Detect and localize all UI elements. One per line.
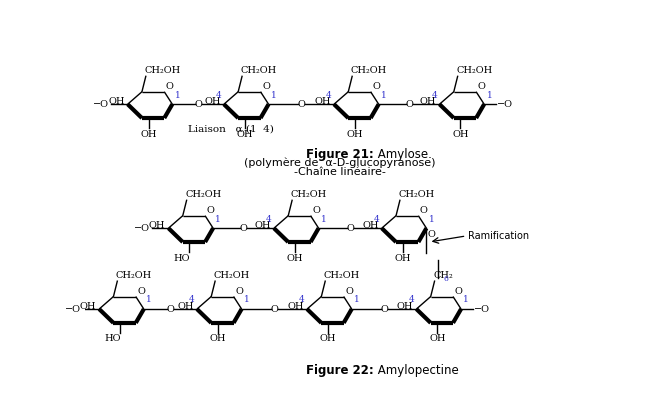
Text: O: O [166, 305, 174, 314]
Text: CH₂OH: CH₂OH [290, 190, 327, 199]
Text: OH: OH [397, 302, 413, 311]
Text: −O: −O [497, 100, 513, 109]
Text: 4: 4 [266, 214, 272, 224]
Text: 1: 1 [215, 214, 221, 224]
Text: CH₂OH: CH₂OH [398, 190, 435, 199]
Text: CH₂OH: CH₂OH [351, 66, 387, 75]
Text: CH₂OH: CH₂OH [241, 66, 276, 75]
Text: 1: 1 [381, 91, 387, 99]
Text: 1: 1 [321, 214, 327, 224]
Text: Ramification: Ramification [468, 231, 529, 241]
Text: OH: OH [80, 302, 96, 311]
Text: Figure 22:: Figure 22: [306, 364, 374, 377]
Text: CH₂: CH₂ [433, 270, 453, 280]
Text: −O: −O [93, 100, 109, 109]
Text: 1: 1 [271, 91, 276, 99]
Text: O: O [239, 224, 247, 233]
Text: O: O [345, 287, 353, 296]
Text: CH₂OH: CH₂OH [213, 270, 250, 280]
Text: O: O [372, 82, 380, 91]
Text: 4: 4 [374, 214, 379, 224]
Text: -Chaîne linéaire-: -Chaîne linéaire- [294, 167, 386, 177]
Text: 1: 1 [429, 214, 434, 224]
Text: O: O [312, 206, 320, 215]
Text: CH₂OH: CH₂OH [116, 270, 152, 280]
Text: O: O [420, 206, 428, 215]
Text: O: O [235, 287, 243, 296]
Text: OH: OH [149, 222, 165, 230]
Text: OH: OH [141, 130, 157, 139]
Text: 1: 1 [146, 296, 152, 304]
Text: Liaison   α (1  4): Liaison α (1 4) [188, 124, 274, 133]
Text: OH: OH [362, 222, 379, 230]
Text: 1: 1 [463, 296, 469, 304]
Text: OH: OH [178, 302, 194, 311]
Text: 1: 1 [487, 91, 492, 99]
Text: O: O [477, 82, 485, 91]
Text: −O: −O [134, 224, 150, 233]
Text: O: O [194, 100, 202, 109]
Text: 4: 4 [189, 296, 195, 304]
Text: Amylose.: Amylose. [374, 148, 432, 161]
Text: O: O [455, 287, 462, 296]
Text: OH: OH [237, 130, 253, 139]
Text: CH₂OH: CH₂OH [456, 66, 493, 75]
Text: O: O [297, 100, 305, 109]
Text: OH: OH [347, 130, 363, 139]
Text: HO: HO [174, 254, 190, 263]
Text: OH: OH [204, 97, 221, 107]
Text: OH: OH [210, 334, 226, 344]
Text: OH: OH [108, 97, 125, 107]
Text: Figure 21:: Figure 21: [306, 148, 374, 161]
Text: Amylopectine: Amylopectine [374, 364, 459, 377]
Text: O: O [271, 305, 278, 314]
Text: OH: OH [420, 97, 436, 107]
Text: OH: OH [452, 130, 469, 139]
Text: OH: OH [314, 97, 331, 107]
Text: 4: 4 [216, 91, 221, 99]
Text: OH: OH [286, 254, 303, 263]
Text: O: O [137, 287, 145, 296]
Text: O: O [166, 82, 174, 91]
Text: O: O [207, 206, 215, 215]
Text: CH₂OH: CH₂OH [185, 190, 221, 199]
Text: O: O [428, 230, 436, 239]
Text: CH₂OH: CH₂OH [145, 66, 180, 75]
Text: 6: 6 [444, 275, 449, 283]
Text: −O: −O [65, 305, 81, 314]
Text: 1: 1 [354, 296, 360, 304]
Text: 1: 1 [174, 91, 180, 99]
Text: HO: HO [104, 334, 121, 344]
Text: 4: 4 [408, 296, 414, 304]
Text: (polymère de  α-D-glucopyranose): (polymère de α-D-glucopyranose) [245, 158, 436, 168]
Text: −O: −O [474, 305, 490, 314]
Text: OH: OH [288, 302, 304, 311]
Text: O: O [380, 305, 388, 314]
Text: O: O [262, 82, 270, 91]
Text: OH: OH [255, 222, 271, 230]
Text: OH: OH [394, 254, 411, 263]
Text: 4: 4 [432, 91, 437, 99]
Text: 1: 1 [244, 296, 250, 304]
Text: 4: 4 [299, 296, 305, 304]
Text: OH: OH [429, 334, 446, 344]
Text: OH: OH [320, 334, 336, 344]
Text: O: O [405, 100, 413, 109]
Text: CH₂OH: CH₂OH [324, 270, 360, 280]
Text: 4: 4 [326, 91, 332, 99]
Text: O: O [346, 224, 354, 233]
